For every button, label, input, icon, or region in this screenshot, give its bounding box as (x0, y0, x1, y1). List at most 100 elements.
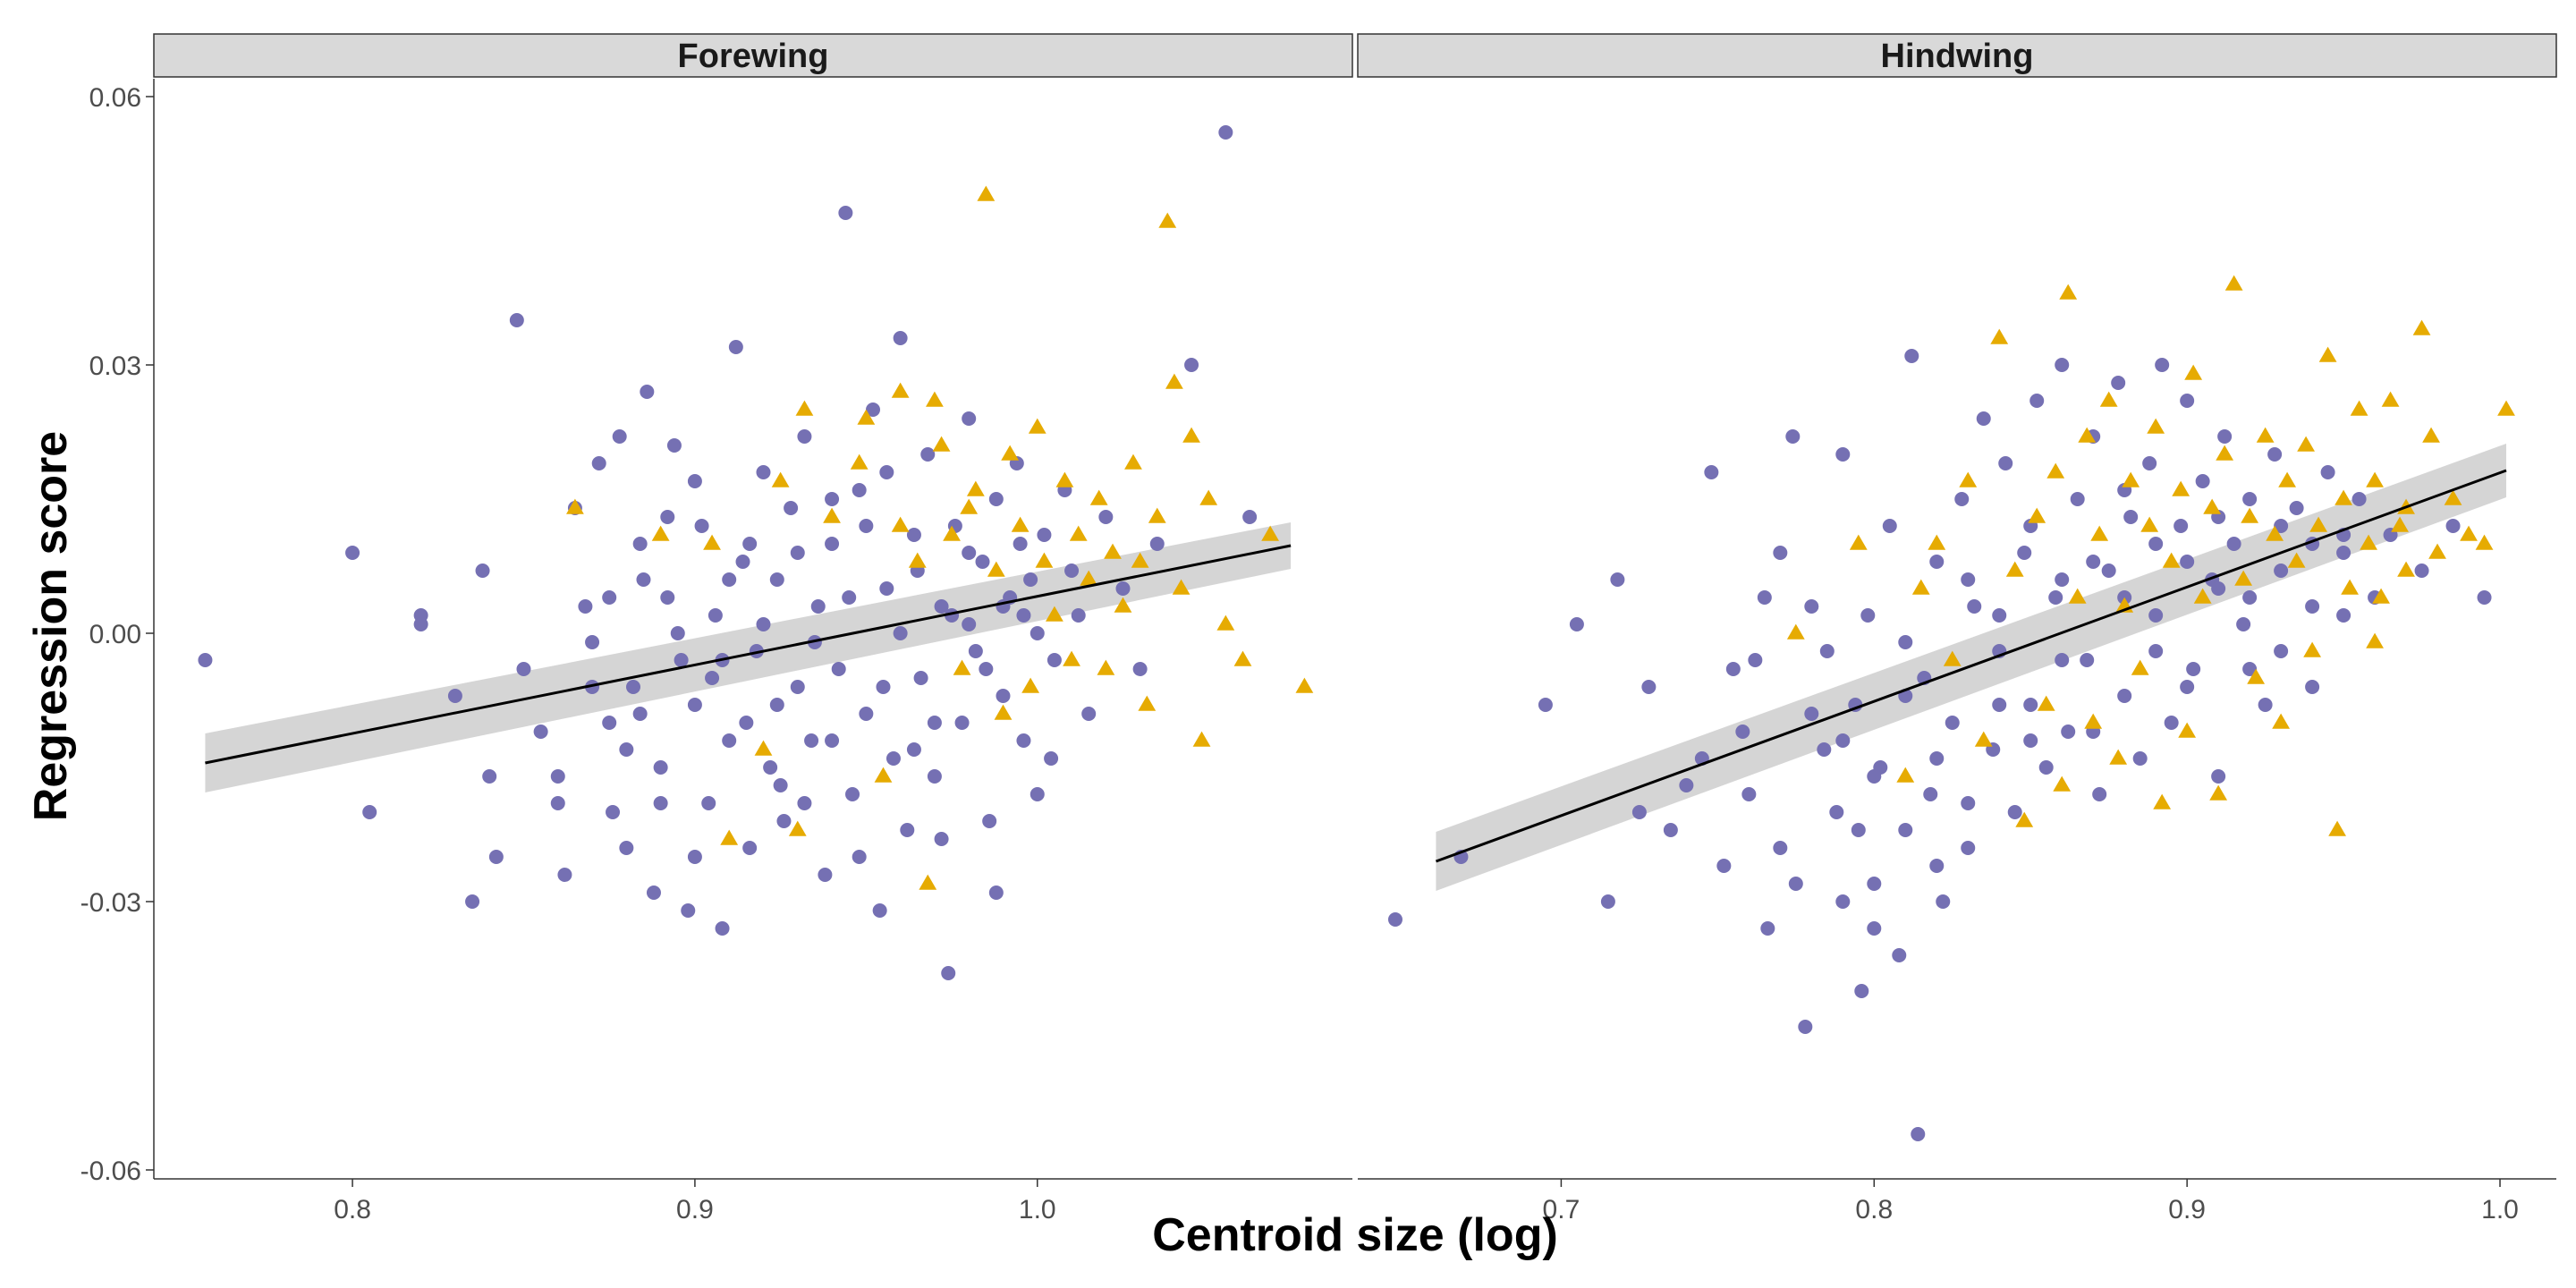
data-point-circle (557, 868, 572, 882)
data-point-triangle (2131, 659, 2149, 675)
data-point-circle (708, 608, 723, 623)
data-point-circle (859, 707, 874, 721)
data-point-circle (934, 599, 949, 614)
data-point-circle (1954, 492, 1970, 506)
data-point-triangle (2090, 525, 2109, 541)
data-point-circle (2029, 394, 2045, 408)
data-point-circle (670, 626, 685, 640)
data-point-circle (739, 716, 754, 730)
data-point-circle (1773, 546, 1788, 560)
data-point-triangle (2193, 588, 2212, 604)
data-point-triangle (2366, 632, 2384, 648)
data-point-circle (2414, 564, 2429, 578)
data-point-circle (1610, 572, 1625, 587)
data-point-circle (2132, 751, 2148, 766)
data-point-circle (198, 653, 213, 667)
data-point-circle (653, 796, 668, 810)
data-point-triangle (720, 829, 739, 845)
data-point-circle (1044, 751, 1059, 766)
data-point-circle (2186, 662, 2201, 676)
data-point-circle (413, 617, 428, 631)
data-point-triangle (2099, 391, 2118, 407)
data-point-triangle (1199, 489, 1218, 505)
panel-hindwing: Hindwing 0.7 0.8 0.9 1.0 (1357, 33, 2557, 1224)
data-point-circle (2117, 689, 2132, 703)
data-point-circle (790, 680, 805, 694)
data-point-circle (701, 796, 716, 810)
data-point-circle (1798, 1020, 1813, 1034)
data-point-circle (591, 456, 606, 470)
data-point-triangle (2224, 275, 2243, 291)
data-point-circle (550, 769, 565, 784)
data-point-circle (1716, 859, 1732, 873)
y-tick-label: 0.00 (89, 620, 141, 649)
data-point-triangle (2444, 489, 2462, 505)
data-point-circle (2274, 564, 2289, 578)
data-point-triangle (1158, 212, 1177, 228)
data-point-circle (1785, 429, 1801, 444)
data-point-triangle (857, 409, 876, 425)
data-point-triangle (1990, 328, 2009, 344)
data-point-circle (2336, 608, 2351, 623)
data-point-triangle (1138, 695, 1157, 711)
data-point-triangle (1089, 489, 1108, 505)
data-point-triangle (1104, 543, 1122, 559)
y-tick-label: -0.03 (80, 888, 141, 918)
data-point-triangle (1055, 471, 1074, 487)
data-point-triangle (891, 382, 910, 398)
data-point-triangle (953, 659, 971, 675)
data-point-circle (2274, 519, 2289, 533)
data-point-triangle (788, 820, 807, 836)
data-point-circle (2048, 590, 2063, 605)
data-point-circle (1757, 590, 1772, 605)
data-point-circle (509, 313, 524, 327)
data-point-circle (2180, 394, 2195, 408)
data-point-triangle (2372, 588, 2390, 604)
data-point-triangle (2005, 561, 2024, 577)
x-tick-label: 0.8 (1855, 1195, 1893, 1224)
data-point-triangle (2475, 534, 2494, 550)
data-point-circle (735, 555, 750, 569)
data-point-circle (1976, 411, 1991, 426)
data-point-triangle (566, 498, 584, 514)
data-point-circle (876, 680, 891, 694)
data-point-triangle (2247, 668, 2266, 684)
data-point-circle (1030, 626, 1045, 640)
data-point-triangle (2203, 498, 2222, 514)
data-point-circle (1030, 787, 1045, 801)
data-point-circle (769, 698, 784, 712)
data-point-circle (927, 769, 942, 784)
data-point-circle (1748, 653, 1763, 667)
data-point-circle (742, 841, 758, 855)
data-point-triangle (2266, 525, 2284, 541)
data-point-triangle (2209, 784, 2228, 801)
data-point-circle (996, 689, 1011, 703)
data-point-circle (2336, 546, 2351, 560)
data-point-circle (893, 626, 908, 640)
data-point-circle (602, 590, 617, 605)
data-point-circle (475, 564, 490, 578)
data-point-triangle (2391, 516, 2409, 532)
data-point-triangle (2153, 793, 2172, 809)
data-point-circle (345, 546, 360, 560)
data-point-circle (488, 850, 504, 864)
data-point-triangle (1911, 579, 1930, 595)
x-tick-label: 0.7 (1543, 1195, 1580, 1224)
data-point-circle (585, 680, 600, 694)
data-point-circle (2242, 590, 2258, 605)
data-point-triangle (966, 480, 985, 496)
data-point-triangle (2350, 400, 2368, 416)
data-point-circle (640, 385, 655, 399)
data-point-circle (2258, 698, 2273, 712)
data-point-circle (2174, 519, 2189, 533)
data-point-circle (962, 546, 977, 560)
y-tick-label: 0.03 (89, 352, 141, 381)
data-point-circle (1867, 921, 1882, 936)
data-point-circle (2242, 662, 2258, 676)
data-point-circle (516, 662, 531, 676)
data-point-triangle (2078, 427, 2097, 443)
data-point-circle (2017, 546, 2032, 560)
data-point-circle (1023, 572, 1038, 587)
data-point-triangle (2122, 471, 2140, 487)
panel-title: Forewing (678, 38, 829, 75)
